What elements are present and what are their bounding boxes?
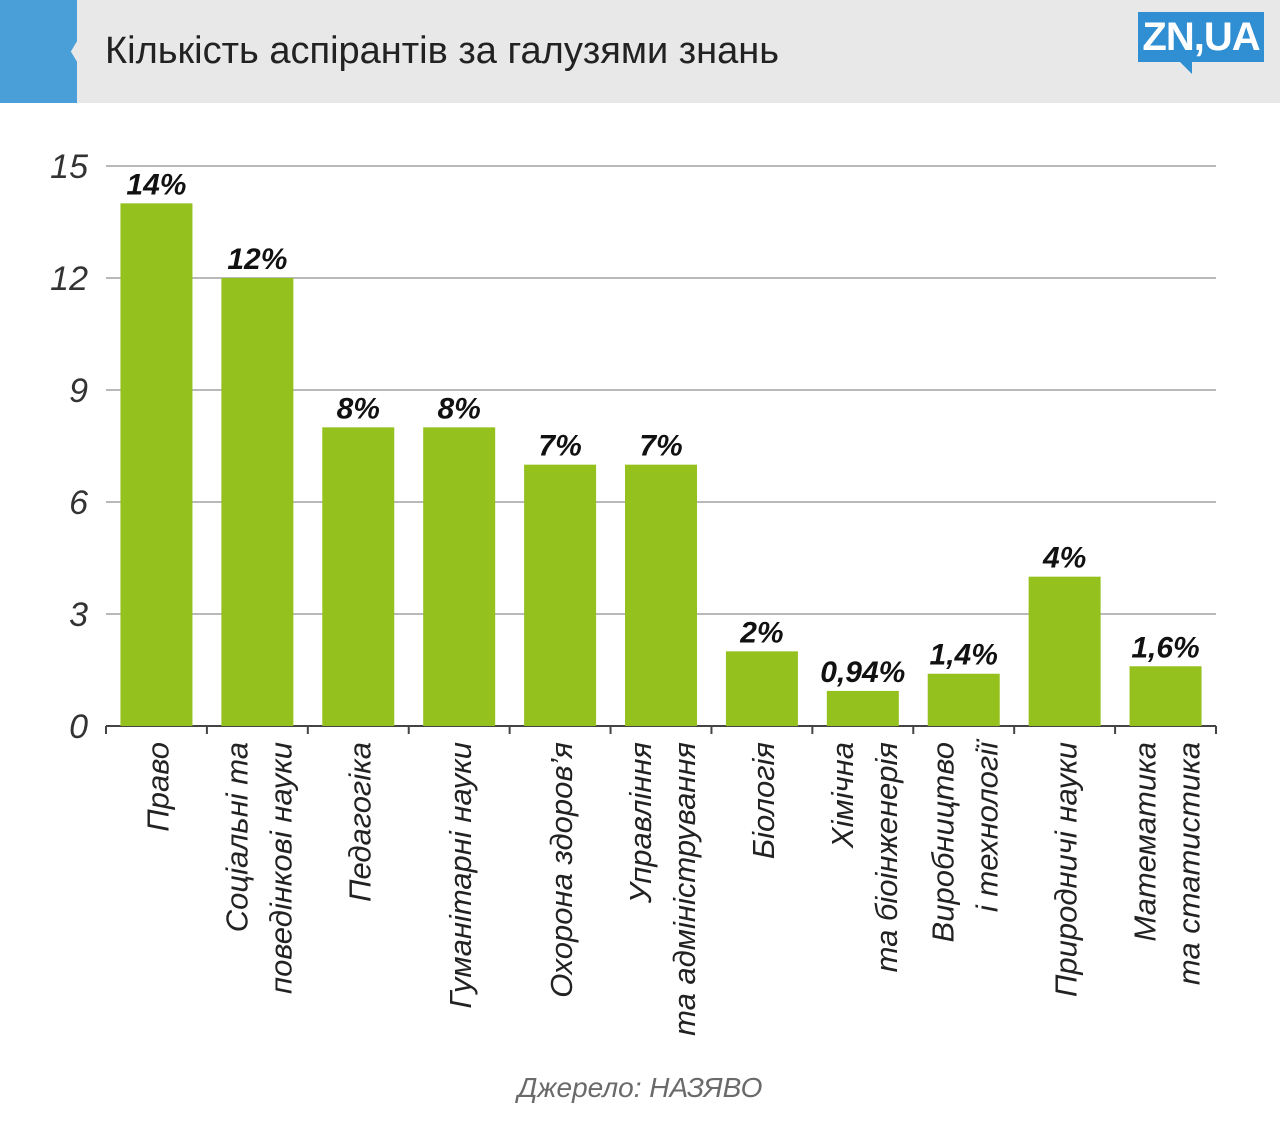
data-label: 1,6%: [1131, 631, 1199, 664]
category-label: Виробництво: [926, 742, 961, 942]
zn-ua-logo[interactable]: ZN,UA: [1138, 12, 1264, 62]
page-title: Кількість аспірантів за галузями знань: [105, 30, 780, 72]
header-bar: [0, 0, 1280, 103]
category-label: Право: [140, 742, 175, 832]
category-label: Природничі науки: [1049, 742, 1084, 997]
data-label: 7%: [639, 430, 682, 463]
category-label: Управління: [623, 742, 658, 904]
category-label: Біологія: [746, 742, 781, 859]
logo-tail-icon: [1178, 60, 1192, 74]
category-label: Педагогіка: [342, 742, 377, 902]
bar: [625, 464, 697, 726]
bar: [927, 673, 1000, 726]
data-label: 14%: [126, 168, 186, 201]
data-label: 8%: [438, 392, 481, 425]
bar: [725, 651, 798, 726]
y-tick-label: 3: [69, 596, 88, 634]
bar: [1129, 666, 1202, 726]
y-tick-label: 0: [69, 708, 88, 746]
data-label: 0,94%: [820, 656, 905, 689]
category-label: Математика: [1128, 742, 1163, 942]
category-label: Гуманітарні науки: [443, 742, 478, 1009]
bar: [423, 427, 496, 726]
logo-text: ZN,UA: [1142, 15, 1260, 59]
category-label: та біоінженерія: [869, 742, 904, 972]
y-tick-label: 6: [69, 484, 88, 522]
header-accent: [0, 0, 77, 103]
y-tick-label: 9: [69, 372, 88, 410]
category-label: Хімічна: [825, 742, 860, 849]
data-label: 8%: [337, 392, 380, 425]
data-label: 4%: [1042, 542, 1086, 575]
bar: [120, 203, 193, 727]
category-label: Соціальні та: [219, 742, 254, 932]
y-tick-label: 15: [50, 148, 88, 186]
bar: [221, 278, 294, 726]
bar: [524, 464, 597, 726]
category-label: та адміністрування: [667, 742, 702, 1036]
source-note: Джерело: НАЗЯВО: [517, 1072, 763, 1103]
category-label: і технології: [970, 738, 1005, 912]
category-label: та статистика: [1172, 742, 1207, 985]
category-label: поведінкові науки: [263, 742, 298, 994]
data-label: 1,4%: [930, 639, 998, 672]
data-label: 2%: [739, 616, 783, 649]
bar-chart: 0 3 6 9 12 15 14% Право 12% Соціальні та поведінко…: [50, 148, 1217, 1036]
y-tick-label: 12: [50, 260, 88, 298]
bar: [1028, 576, 1101, 726]
category-label: Охорона здоров’я: [544, 742, 579, 998]
data-label: 12%: [227, 243, 287, 276]
bar: [322, 427, 395, 726]
bar: [826, 690, 899, 726]
data-label: 7%: [538, 430, 581, 463]
